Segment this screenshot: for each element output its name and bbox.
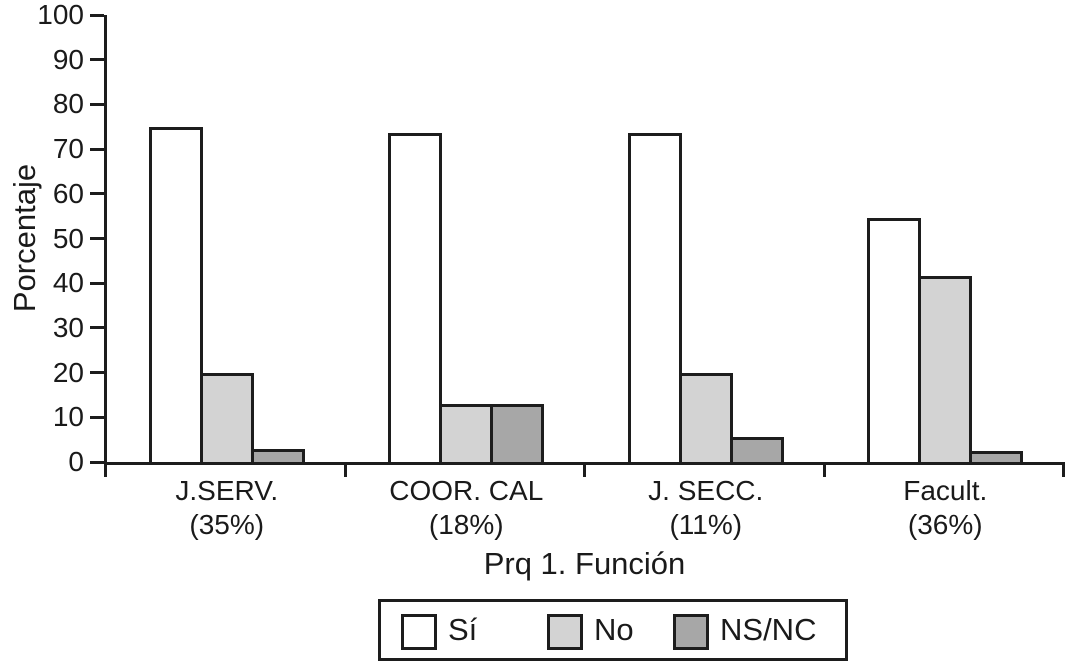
legend-label-s-: Sí [448, 612, 478, 647]
legend-item-no: No [547, 602, 634, 658]
y-axis-tick [90, 192, 104, 196]
category-name: J. SECC. [648, 475, 764, 506]
y-tick-label: 60 [52, 177, 84, 209]
y-tick-label: 100 [37, 0, 84, 30]
y-axis-tick [90, 237, 104, 240]
y-axis-tick [90, 326, 104, 330]
bar-ns-nc-2 [490, 404, 545, 462]
bar-no-1 [199, 373, 254, 462]
y-tick-label: 40 [52, 267, 84, 299]
y-axis-tick [90, 13, 104, 17]
bar-ns-nc-1 [250, 449, 305, 462]
category-percentage: (11%) [669, 509, 743, 540]
y-tick-label: 20 [52, 356, 84, 388]
legend-swatch-no [547, 614, 583, 650]
category-label: Facult. (36%) [825, 474, 1065, 542]
legend-item-ns-nc: NS/NC [673, 602, 816, 658]
legend-item-s-: Sí [401, 602, 477, 658]
y-tick-label: 0 [68, 446, 84, 477]
bar-no-4 [918, 276, 973, 462]
x-axis-tick [583, 462, 586, 477]
legend-swatch-ns-nc [673, 614, 709, 650]
y-axis-tick [90, 102, 104, 106]
bar-s--4 [867, 218, 922, 462]
category-name: COOR. CAL [389, 475, 544, 506]
legend-label-no: No [594, 612, 634, 647]
bar-s--3 [627, 133, 682, 462]
y-axis-tick [90, 415, 104, 419]
legend-swatch-s- [401, 614, 437, 650]
x-axis-tick [104, 462, 107, 477]
x-axis-tick [343, 462, 347, 477]
y-tick-label: 30 [52, 311, 84, 343]
category-label: J. SECC. (11%) [586, 474, 826, 542]
category-label: J.SERV. (35%) [107, 474, 347, 542]
x-axis-title: Prq 1. Función [483, 546, 686, 581]
y-axis-tick [90, 460, 104, 464]
category-name: Facult. [903, 475, 988, 506]
category-name: J.SERV. [175, 475, 279, 506]
legend: Sí No NS/NC [378, 599, 848, 661]
y-axis-tick [90, 371, 104, 375]
bar-no-3 [678, 373, 733, 462]
bar-s--1 [148, 127, 203, 462]
legend-label-ns-nc: NS/NC [720, 612, 817, 647]
y-tick-label: 10 [52, 401, 84, 433]
y-axis-tick [90, 147, 104, 151]
x-axis-tick [822, 462, 826, 477]
bar-ns-nc-3 [729, 437, 784, 462]
y-tick-label: 90 [52, 43, 84, 75]
bar-no-2 [439, 404, 494, 462]
x-axis-tick [1062, 462, 1065, 477]
y-axis-tick [90, 58, 104, 62]
category-percentage: (18%) [428, 509, 504, 540]
y-tick-label: 50 [52, 222, 84, 254]
y-tick-label: 70 [52, 133, 84, 165]
y-axis-tick [90, 281, 104, 285]
category-percentage: (35%) [189, 509, 265, 540]
category-label: COOR. CAL (18%) [346, 474, 586, 542]
bar-s--2 [388, 133, 443, 462]
bar-ns-nc-4 [969, 451, 1024, 462]
y-axis-line [104, 15, 107, 465]
y-tick-label: 80 [52, 88, 84, 120]
category-percentage: (36%) [907, 509, 983, 540]
